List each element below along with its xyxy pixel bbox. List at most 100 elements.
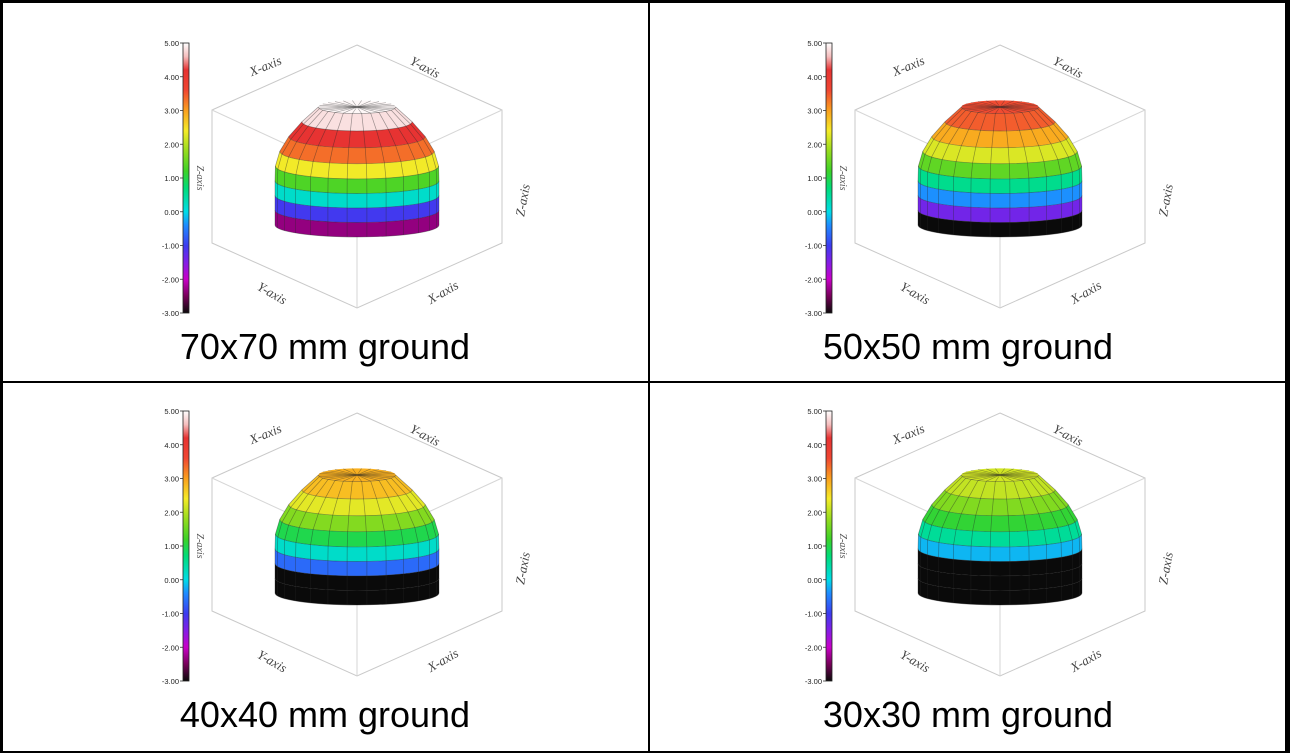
dome-cap-line [999,474,1023,481]
dome-meridian [1021,480,1047,603]
colorbar-tick-label: -3.00 [162,309,179,318]
dome-parallel [960,106,1040,114]
dome-meridian [327,113,344,237]
dome-parallel [288,136,426,149]
dome-meridian [327,481,344,605]
dome-cap-line [356,106,371,114]
dome-parallel [922,519,1078,533]
dome-band [279,504,435,532]
dome-meridian [295,111,329,233]
dome-cap-line [319,106,358,109]
dome-cap-line [319,474,358,477]
dome-meridian [310,112,336,235]
dome-parallel [918,165,1082,180]
dome-cap-line [356,106,386,112]
dome-parallel [274,195,440,209]
y-axis-label-top: Y-axis [1051,53,1086,81]
dome-parallel [317,106,397,114]
dome-meridian [1038,474,1083,593]
dome-parallel [279,519,435,533]
dome-cap-line [977,474,1001,481]
x-axis-label-top: X-axis [889,421,926,448]
dome-band [918,180,1082,208]
dome-cap-line [356,474,386,480]
colorbar-tick-label: 0.00 [164,576,179,585]
dome-meridian [284,477,324,599]
dome-meridian [378,480,404,603]
colorbar-tick-label: 2.00 [164,508,179,517]
dome-parallel [917,548,1083,562]
dome-parallel [931,504,1069,517]
dome-cap-line [356,469,380,476]
surface-plot-2: 5.00 4.00 3.00 2.00 1.00 0.00 -1.00 -2.00 -3.00 Z… [805,39,1176,318]
dome-cap-line [986,468,1001,476]
panel-caption-3: 40x40 mm ground [179,694,471,735]
dome-band [944,107,1056,131]
dome-band [944,475,1056,499]
colorbar [182,410,190,682]
dome-cap-line [356,101,380,108]
colorbar-tick-label: 5.00 [164,39,179,48]
dome-band [279,136,435,164]
y-axis-label-top: Y-axis [408,53,443,81]
dome-cap-line [352,474,358,482]
chart-panel-1: 5.00 4.00 3.00 2.00 1.00 0.00 -1.00 -2.00 -3.00 Z… [5,5,645,377]
dome-meridian [378,112,404,235]
dome-cap-line [971,106,1001,112]
panel-caption-1: 70x70 mm ground [179,326,471,367]
dome-cap-line [986,100,1001,108]
dome-cap-line [356,106,395,109]
dome-parallel [301,121,413,132]
dome-parallel [960,474,1040,482]
colorbar-tick-label: -3.00 [805,309,822,318]
dome-parallel [275,533,439,548]
dome-surface [917,100,1083,238]
dome-cap-line [999,474,1035,479]
dome-surface [274,468,440,606]
dome-cap-line [999,102,1029,108]
dome-cap-line [965,471,1001,476]
dome-meridian [917,474,962,593]
dome-cap-line [962,105,1001,108]
colorbar-tick-label: -3.00 [805,677,822,686]
dome-band [275,563,439,591]
y-axis-label-top: Y-axis [1051,421,1086,449]
colorbar-tick-label: -2.00 [162,643,179,652]
dome-surface [274,100,440,238]
dome-meridian [970,113,987,237]
colorbar-tick-label: 4.00 [807,441,822,450]
dome-parallel [918,533,1082,548]
dome-cap [318,468,396,482]
dome-cap-line [343,474,358,482]
dome-meridian [1033,109,1073,231]
dome-meridian [970,481,987,605]
dome-band [918,151,1082,179]
dome-meridian [295,479,329,601]
dome-cap-line [999,471,1035,476]
dome-meridian [1033,477,1073,599]
dome-band [288,121,426,148]
colorbar-tick-label: -1.00 [162,242,179,251]
dome-cap-line [971,474,1001,480]
colorbar-tick-label: -2.00 [805,275,822,284]
colorbar-tick-label: 1.00 [164,542,179,551]
dome-meridian [277,108,320,228]
dome-cap-line [971,102,1001,108]
dome-cap-line [322,106,358,111]
y-axis-label-bottom: Y-axis [255,279,290,308]
dome-cap [318,100,396,114]
dome-band [918,195,1082,223]
dome-meridian [284,109,324,231]
dome-cap-line [356,474,362,482]
x-axis-label-bottom: X-axis [424,277,461,307]
dome-band [275,210,439,237]
dome-cap-line [965,103,1001,108]
chart-panel-4: 5.00 4.00 3.00 2.00 1.00 0.00 -1.00 -2.00 -3.00 Z… [648,373,1288,745]
dome-band [275,578,439,605]
dome-parallel [317,474,397,482]
colorbar [825,42,833,314]
dome-cap-line [356,474,380,481]
dome-cap-line [999,100,1005,108]
dome-parallel [917,195,1083,209]
dome-meridian [1004,481,1011,605]
